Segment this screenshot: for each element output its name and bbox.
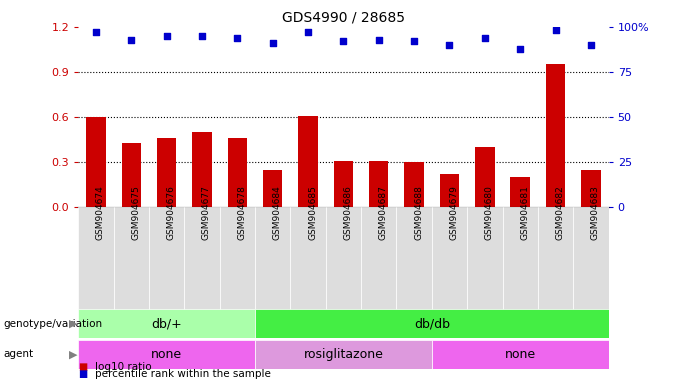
Bar bbox=[78, 309, 255, 338]
Text: GSM904686: GSM904686 bbox=[343, 185, 352, 240]
Text: GSM904678: GSM904678 bbox=[237, 185, 246, 240]
Point bbox=[267, 40, 278, 46]
Bar bbox=[78, 207, 114, 311]
Bar bbox=[467, 207, 503, 311]
Text: GSM904677: GSM904677 bbox=[202, 185, 211, 240]
Bar bbox=[184, 207, 220, 311]
Text: GSM904680: GSM904680 bbox=[485, 185, 494, 240]
Point bbox=[409, 38, 420, 45]
Bar bbox=[290, 207, 326, 311]
Text: percentile rank within the sample: percentile rank within the sample bbox=[95, 369, 271, 379]
Bar bbox=[475, 147, 494, 207]
Text: GSM904683: GSM904683 bbox=[591, 185, 600, 240]
Point bbox=[126, 36, 137, 43]
Bar bbox=[255, 309, 609, 338]
Bar bbox=[255, 207, 290, 311]
Bar bbox=[334, 161, 353, 207]
Bar bbox=[369, 161, 388, 207]
Text: ■: ■ bbox=[78, 362, 88, 372]
Bar bbox=[432, 340, 609, 369]
Text: none: none bbox=[151, 348, 182, 361]
Title: GDS4990 / 28685: GDS4990 / 28685 bbox=[282, 10, 405, 24]
Point bbox=[515, 45, 526, 51]
Point bbox=[479, 35, 490, 41]
Bar bbox=[581, 170, 600, 207]
Text: GSM904685: GSM904685 bbox=[308, 185, 317, 240]
Text: ▶: ▶ bbox=[69, 318, 78, 329]
Bar bbox=[228, 138, 247, 207]
Text: db/db: db/db bbox=[414, 317, 449, 330]
Point bbox=[232, 35, 243, 41]
Bar bbox=[299, 116, 318, 207]
Text: GSM904682: GSM904682 bbox=[556, 185, 564, 240]
Text: GSM904687: GSM904687 bbox=[379, 185, 388, 240]
Text: GSM904675: GSM904675 bbox=[131, 185, 140, 240]
Text: GSM904676: GSM904676 bbox=[167, 185, 175, 240]
Point bbox=[90, 29, 101, 35]
Point bbox=[373, 36, 384, 43]
Bar bbox=[86, 117, 105, 207]
Bar bbox=[263, 170, 282, 207]
Text: GSM904684: GSM904684 bbox=[273, 185, 282, 240]
Bar bbox=[432, 207, 467, 311]
Point bbox=[444, 42, 455, 48]
Bar bbox=[122, 143, 141, 207]
Bar bbox=[503, 207, 538, 311]
Point bbox=[197, 33, 207, 39]
Text: agent: agent bbox=[3, 349, 33, 359]
Text: genotype/variation: genotype/variation bbox=[3, 318, 103, 329]
Bar bbox=[78, 340, 255, 369]
Text: rosiglitazone: rosiglitazone bbox=[303, 348, 384, 361]
Text: none: none bbox=[505, 348, 536, 361]
Bar bbox=[149, 207, 184, 311]
Bar bbox=[405, 162, 424, 207]
Point bbox=[550, 27, 561, 33]
Text: GSM904688: GSM904688 bbox=[414, 185, 423, 240]
Bar bbox=[511, 177, 530, 207]
Text: GSM904674: GSM904674 bbox=[96, 185, 105, 240]
Text: db/+: db/+ bbox=[151, 317, 182, 330]
Bar bbox=[361, 207, 396, 311]
Text: ■: ■ bbox=[78, 369, 88, 379]
Bar bbox=[538, 207, 573, 311]
Point bbox=[303, 29, 313, 35]
Bar bbox=[546, 65, 565, 207]
Point bbox=[161, 33, 172, 39]
Bar bbox=[157, 138, 176, 207]
Text: ▶: ▶ bbox=[69, 349, 78, 359]
Bar bbox=[255, 340, 432, 369]
Text: GSM904681: GSM904681 bbox=[520, 185, 529, 240]
Point bbox=[585, 42, 596, 48]
Bar bbox=[396, 207, 432, 311]
Bar bbox=[192, 132, 211, 207]
Bar bbox=[114, 207, 149, 311]
Bar bbox=[326, 207, 361, 311]
Bar bbox=[573, 207, 609, 311]
Text: GSM904679: GSM904679 bbox=[449, 185, 458, 240]
Text: log10 ratio: log10 ratio bbox=[95, 362, 152, 372]
Point bbox=[338, 38, 349, 45]
Bar bbox=[220, 207, 255, 311]
Bar bbox=[440, 174, 459, 207]
